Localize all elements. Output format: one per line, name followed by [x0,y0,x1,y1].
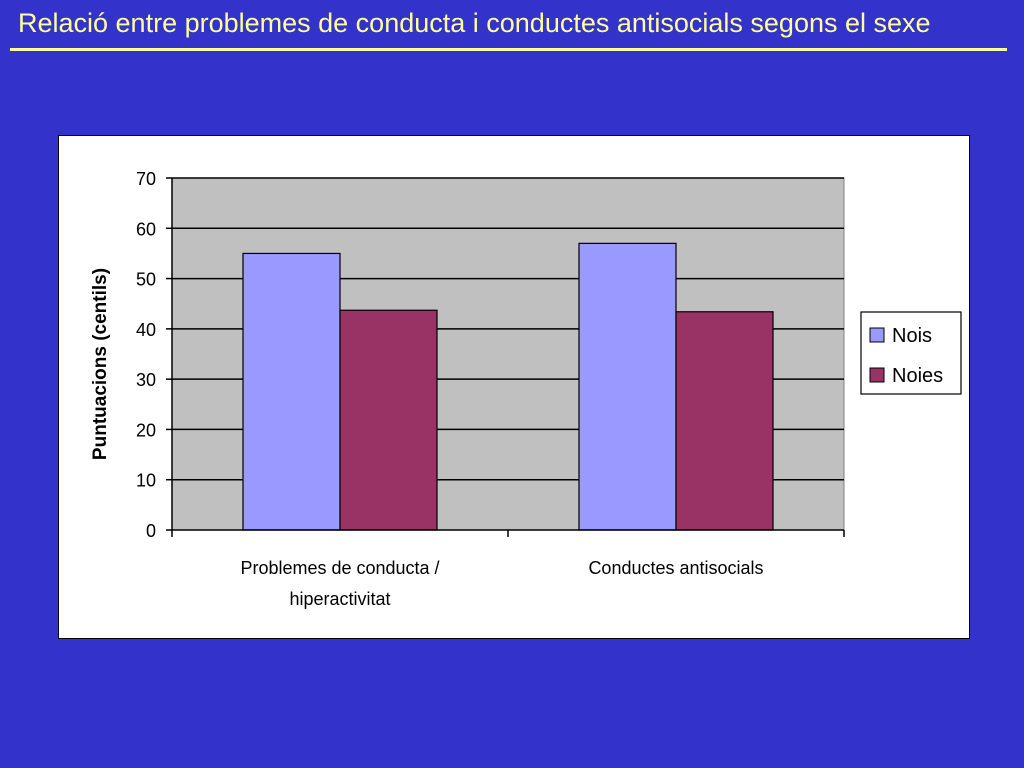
legend-swatch [869,367,885,383]
legend-label: Nois [892,325,932,347]
legend-box [860,311,962,395]
legend-swatch [869,327,885,343]
bars [242,242,774,531]
bar-chart: 0 10 20 30 40 50 60 70 Problemes de conducta / h… [90,169,962,609]
y-tick-label: 20 [136,420,156,440]
y-tick-label: 70 [136,169,156,189]
y-tick-label: 30 [136,370,156,390]
bar-nois-2 [578,242,677,531]
bar-noies-1 [339,309,438,531]
legend-label: Noies [892,365,943,387]
y-axis-label: Puntuacions (centils) [90,268,111,460]
slide-title: Relació entre problemes de conducta i co… [18,8,931,38]
x-category-label: hiperactivitat [289,589,390,609]
x-category-label: Problemes de conducta / [240,558,439,578]
y-tick-label: 0 [146,521,156,541]
y-tick-label: 40 [136,320,156,340]
x-axis-ticks: Problemes de conducta / hiperactivitat Con… [171,530,845,609]
chart-frame: 0 10 20 30 40 50 60 70 Problemes de conducta / h… [58,135,970,639]
x-category-label: Conductes antisocials [588,558,763,578]
title-underline [10,48,1007,51]
bar-noies-2 [675,311,774,531]
bar-nois-1 [242,252,341,531]
y-axis-ticks: 0 10 20 30 40 50 60 70 [136,169,172,541]
y-tick-label: 50 [136,270,156,290]
y-tick-label: 60 [136,219,156,239]
y-tick-label: 10 [136,471,156,491]
legend: Nois Noies [860,311,962,395]
